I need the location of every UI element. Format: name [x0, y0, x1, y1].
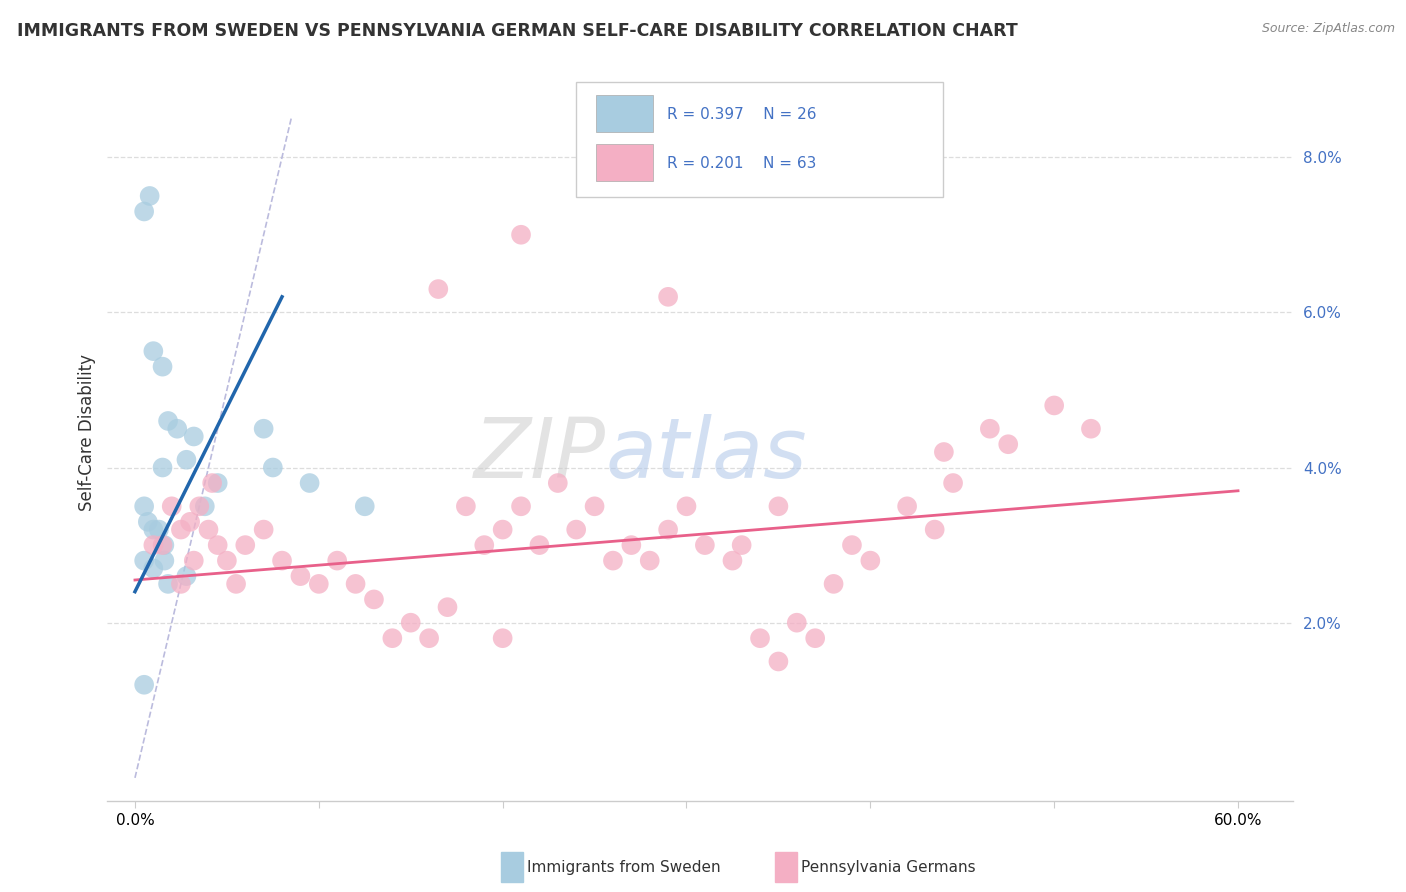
Text: Pennsylvania Germans: Pennsylvania Germans: [801, 860, 976, 874]
Point: [207, 476, 229, 491]
Point: [176, 452, 198, 467]
Point: [896, 500, 918, 514]
Point: [290, 569, 312, 583]
Point: [134, 204, 156, 219]
Point: [932, 445, 955, 459]
Point: [136, 515, 159, 529]
Point: [207, 538, 229, 552]
Point: [152, 460, 174, 475]
Point: [148, 523, 170, 537]
Point: [492, 631, 515, 645]
Point: [547, 476, 569, 491]
Point: [157, 414, 180, 428]
Point: [188, 500, 211, 514]
Point: [153, 538, 176, 552]
Point: [454, 500, 477, 514]
Point: [1043, 399, 1066, 413]
Point: [201, 476, 224, 491]
Point: [620, 538, 643, 552]
Point: [138, 189, 160, 203]
Point: [492, 523, 515, 537]
Point: [152, 359, 174, 374]
Point: [768, 500, 790, 514]
Point: [215, 553, 238, 567]
Point: [142, 344, 165, 359]
Point: [233, 538, 256, 552]
Point: [786, 615, 808, 630]
Point: [183, 429, 205, 443]
Point: [721, 553, 744, 567]
Point: [160, 500, 183, 514]
Point: [657, 290, 679, 304]
Point: [170, 577, 193, 591]
Point: [749, 631, 772, 645]
Text: Source: ZipAtlas.com: Source: ZipAtlas.com: [1261, 22, 1395, 36]
Point: [399, 615, 422, 630]
Point: [344, 577, 367, 591]
Point: [179, 515, 201, 529]
Point: [436, 600, 458, 615]
Point: [693, 538, 716, 552]
Point: [176, 569, 198, 583]
Point: [657, 523, 679, 537]
Point: [638, 553, 661, 567]
Point: [841, 538, 863, 552]
Point: [142, 561, 165, 575]
Point: [134, 500, 156, 514]
Point: [142, 538, 165, 552]
Point: [823, 577, 845, 591]
Point: [170, 523, 193, 537]
FancyBboxPatch shape: [576, 82, 943, 197]
Text: ZIP: ZIP: [474, 414, 606, 495]
Point: [153, 553, 176, 567]
Point: [134, 678, 156, 692]
Point: [197, 523, 219, 537]
Text: R = 0.397    N = 26: R = 0.397 N = 26: [666, 107, 817, 121]
FancyBboxPatch shape: [596, 144, 652, 180]
Point: [134, 553, 156, 567]
Text: atlas: atlas: [606, 414, 807, 495]
Text: IMMIGRANTS FROM SWEDEN VS PENNSYLVANIA GERMAN SELF-CARE DISABILITY CORRELATION C: IMMIGRANTS FROM SWEDEN VS PENNSYLVANIA G…: [17, 22, 1018, 40]
Point: [253, 422, 276, 436]
Point: [804, 631, 827, 645]
Point: [157, 577, 180, 591]
Point: [253, 523, 276, 537]
Point: [427, 282, 450, 296]
Point: [271, 553, 294, 567]
Point: [166, 422, 188, 436]
Point: [675, 500, 697, 514]
Point: [262, 460, 284, 475]
Point: [565, 523, 588, 537]
Point: [768, 655, 790, 669]
Point: [924, 523, 946, 537]
Point: [194, 500, 217, 514]
Point: [183, 553, 205, 567]
Point: [298, 476, 321, 491]
Point: [979, 422, 1001, 436]
Point: [225, 577, 247, 591]
Point: [602, 553, 624, 567]
Text: R = 0.201    N = 63: R = 0.201 N = 63: [666, 156, 817, 171]
Point: [142, 523, 165, 537]
Point: [942, 476, 965, 491]
Point: [381, 631, 404, 645]
Point: [308, 577, 330, 591]
Point: [510, 227, 533, 242]
Point: [583, 500, 606, 514]
Point: [859, 553, 882, 567]
Point: [730, 538, 752, 552]
Point: [353, 500, 375, 514]
Point: [510, 500, 533, 514]
Point: [472, 538, 495, 552]
Point: [997, 437, 1019, 451]
Point: [326, 553, 349, 567]
Point: [152, 538, 174, 552]
Point: [1080, 422, 1102, 436]
Point: [363, 592, 385, 607]
Y-axis label: Self-Care Disability: Self-Care Disability: [79, 354, 96, 511]
Point: [529, 538, 551, 552]
Point: [418, 631, 440, 645]
FancyBboxPatch shape: [596, 95, 652, 132]
Text: Immigrants from Sweden: Immigrants from Sweden: [527, 860, 721, 874]
